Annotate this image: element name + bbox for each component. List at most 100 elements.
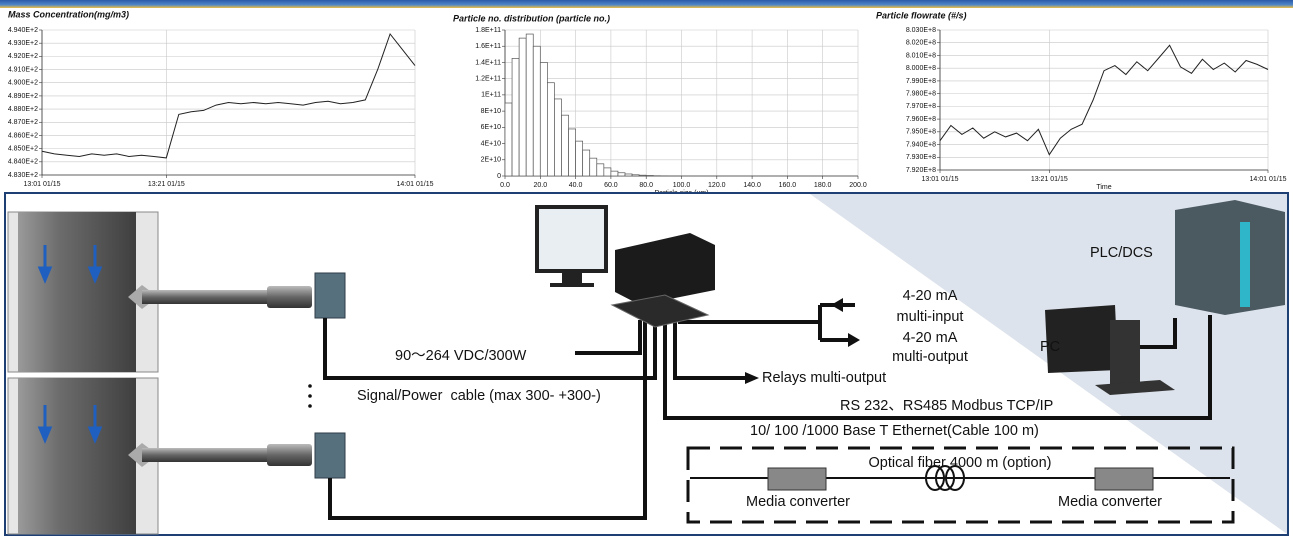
x-tick-label: 180.0 — [814, 182, 832, 189]
probe-top — [128, 272, 346, 319]
plc-rack — [1175, 200, 1285, 315]
signal-cable — [328, 320, 647, 520]
y-tick-label: 4.910E+2 — [8, 66, 38, 73]
pc-cable — [1130, 318, 1177, 349]
analog-label: 4-20 mA — [903, 288, 958, 304]
y-tick-label: 8.030E+8 — [906, 27, 936, 34]
histogram-bar — [525, 33, 534, 177]
controller-unit — [610, 294, 710, 328]
fiber-frame — [686, 446, 1235, 524]
y-tick-label: 8.000E+8 — [906, 65, 936, 72]
histogram-bar — [610, 170, 619, 177]
monitor-stand — [562, 273, 582, 283]
pc-keyboard — [1095, 380, 1175, 395]
histogram-bar — [624, 173, 633, 177]
y-tick-label: 7.920E+8 — [906, 167, 936, 174]
x-tick-label: 0.0 — [500, 182, 510, 189]
y-tick-label: 4.830E+2 — [8, 172, 38, 179]
x-tick-label: 120.0 — [708, 182, 726, 189]
analog-label: multi-input — [897, 309, 964, 325]
charts: Mass Concentration(mg/m3) 4.830E+2 4.840E+… — [8, 9, 1287, 196]
y-tick-label: 8.010E+8 — [906, 52, 936, 59]
y-tick-label: 8.020E+8 — [906, 40, 936, 47]
histogram-bar — [554, 98, 562, 177]
y-tick-label: 6E+10 — [481, 124, 502, 131]
y-tick-label: 1.2E+11 — [475, 76, 501, 83]
analog-cable — [678, 303, 855, 342]
histogram-bar — [575, 140, 584, 177]
histogram-bar — [582, 149, 591, 177]
stack-pipe-top — [7, 211, 159, 373]
power-cable — [575, 320, 642, 355]
power-label: 90～264 VDC/300W — [395, 348, 527, 364]
top-bar — [0, 0, 1293, 8]
plc-body — [1175, 200, 1285, 315]
histogram-bar — [504, 102, 513, 177]
histogram-bar — [568, 128, 576, 177]
y-tick-label: 4.920E+2 — [8, 53, 38, 60]
x-tick-label: 140.0 — [743, 182, 761, 189]
y-tick-label: 2E+10 — [481, 157, 502, 164]
analog-label: multi-output — [892, 349, 968, 365]
converter-label: Media converter — [1058, 494, 1162, 510]
analog-label: 4-20 mA — [903, 330, 958, 346]
y-tick-label: 4.940E+2 — [8, 27, 38, 34]
y-tick-label: 0 — [497, 173, 501, 180]
relay-label: Relays multi-output — [762, 370, 886, 386]
histogram-bar — [596, 163, 605, 177]
x-tick-label: 100.0 — [673, 182, 691, 189]
probe-rod — [142, 448, 267, 462]
probe-head — [314, 432, 346, 479]
y-tick-label: 4.840E+2 — [8, 159, 38, 166]
diagram: PLC/DCS 4-20 mA multi-input 4-20 mA mult… — [4, 192, 1289, 536]
fiber-coil — [925, 465, 965, 491]
y-tick-label: 7.990E+8 — [906, 78, 936, 85]
probe-head — [314, 272, 346, 319]
histogram-bar — [547, 82, 555, 177]
x-tick-label: 14:01 01/15 — [1250, 176, 1287, 183]
x-tick-label: 13:21 01/15 — [1031, 176, 1068, 183]
serial-cable — [663, 315, 1212, 420]
y-tick-label: 7.940E+8 — [906, 141, 936, 148]
media-converter — [767, 467, 827, 491]
y-tick-label: 4.900E+2 — [8, 80, 38, 87]
signal-cable — [323, 318, 657, 380]
histogram-bar — [638, 174, 647, 177]
serial-label: RS 232、RS485 Modbus TCP/IP — [840, 398, 1053, 414]
probe-rod — [142, 290, 267, 304]
histogram-bar — [561, 114, 569, 177]
data-line — [41, 32, 416, 159]
fiber-label: Optical fiber 4000 m (option) — [869, 455, 1052, 471]
ethernet-label: 10/ 100 /1000 Base T Ethernet(Cable 100 … — [750, 423, 1039, 439]
x-tick-label: 13:01 01/15 — [922, 176, 959, 183]
pc-label: PC — [1040, 339, 1060, 355]
chart-title: Particle flowrate (#/s) — [876, 10, 967, 20]
industrial-pc — [615, 233, 715, 305]
dots — [308, 384, 312, 388]
monitor-base — [550, 283, 594, 287]
x-tick-label: 40.0 — [569, 182, 583, 189]
histogram-bar — [631, 174, 640, 177]
pc-monitor — [1045, 305, 1118, 373]
plc-leds — [1240, 222, 1250, 307]
chart-title: Particle no. distribution (particle no.) — [453, 13, 610, 23]
y-tick-label: 1.4E+11 — [475, 59, 501, 66]
media-converter — [1094, 467, 1154, 491]
monitor — [535, 205, 608, 287]
pc-tower — [1110, 320, 1140, 390]
x-tick-label: 80.0 — [639, 182, 653, 189]
y-tick-label: 7.950E+8 — [906, 129, 936, 136]
y-tick-label: 4.850E+2 — [8, 145, 38, 152]
probe-fitting — [267, 286, 312, 308]
x-axis-label: Time — [1096, 184, 1111, 191]
plc-label: PLC/DCS — [1090, 245, 1153, 261]
y-tick-label: 7.930E+8 — [906, 154, 936, 161]
y-tick-label: 1E+11 — [481, 92, 501, 99]
histogram-bar — [617, 172, 626, 177]
x-tick-label: 14:01 01/15 — [397, 181, 434, 188]
histogram-bar — [518, 37, 527, 177]
y-tick-label: 4.930E+2 — [8, 40, 38, 47]
flow-arrows — [37, 245, 103, 284]
probe-fitting — [267, 444, 312, 466]
